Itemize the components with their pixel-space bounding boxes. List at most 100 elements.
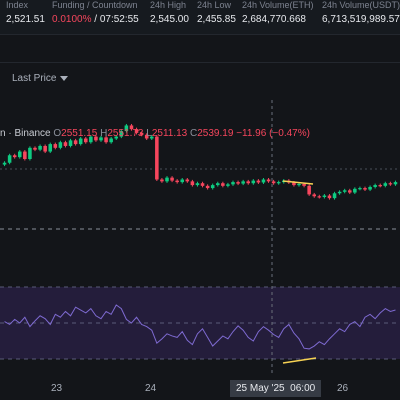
candle-body xyxy=(134,129,139,133)
candle-body xyxy=(368,186,372,190)
candle-body xyxy=(205,185,210,189)
candle-body xyxy=(388,183,393,185)
candle-body xyxy=(241,181,245,184)
high-value: 2,545.00 xyxy=(150,14,189,25)
change-value: −11.96 (−0.47%) xyxy=(236,128,310,139)
funding-countdown: / 07:52:55 xyxy=(91,14,139,25)
candle-body xyxy=(226,184,230,186)
candle-body xyxy=(89,136,93,143)
chart-toolbar: Last Price xyxy=(0,64,400,94)
candle-body xyxy=(276,182,281,184)
candle-body xyxy=(378,185,383,187)
candle-body xyxy=(83,138,88,143)
high-label: 24h High xyxy=(150,0,187,10)
open-key: O xyxy=(53,128,62,139)
candle-body xyxy=(99,137,103,141)
time-axis[interactable]: 23 24 25 May '25 06:00 26 xyxy=(0,376,400,400)
candle-body xyxy=(63,142,68,146)
candle-body xyxy=(292,182,296,186)
candle-body xyxy=(129,125,134,130)
candle-body xyxy=(246,181,251,184)
candle-body xyxy=(271,181,276,184)
candle-body xyxy=(266,179,271,182)
candle-body xyxy=(12,155,17,158)
crosshair-time-label: 25 May '25 06:00 xyxy=(230,380,322,397)
candle-body xyxy=(251,180,256,184)
candle-body xyxy=(190,181,195,186)
candle-body xyxy=(170,177,174,181)
candle-body xyxy=(297,183,301,186)
index-label: Index xyxy=(6,0,29,10)
crosshair-time: 06:00 xyxy=(290,383,316,394)
candle-body xyxy=(124,125,129,132)
candle-body xyxy=(109,138,113,143)
candle-body xyxy=(373,185,377,187)
low-key: L xyxy=(146,128,152,139)
volume-usdt-label: 24h Volume(USDT) xyxy=(322,0,400,10)
price-chart[interactable] xyxy=(0,0,400,376)
crosshair-date: 25 May '25 xyxy=(236,383,285,394)
candle-body xyxy=(23,151,27,159)
candle-body xyxy=(317,196,322,198)
candle-body xyxy=(363,188,367,190)
candle-body xyxy=(307,185,311,195)
low-label: 24h Low xyxy=(197,0,232,10)
candle-body xyxy=(73,140,78,145)
toolbar-divider xyxy=(0,62,400,63)
candle-body xyxy=(180,179,185,183)
candle-body xyxy=(104,137,108,143)
high-key: H xyxy=(100,128,108,139)
funding-label: Funding / Countdown xyxy=(52,0,138,10)
candle-body xyxy=(327,195,332,199)
candle-body xyxy=(185,179,190,182)
candle-body xyxy=(322,195,327,198)
candle-body xyxy=(231,182,235,185)
last-price-dropdown[interactable]: Last Price xyxy=(12,73,69,84)
candle-body xyxy=(165,177,169,182)
candle-body xyxy=(48,144,53,152)
symbol-label: n · Binance xyxy=(0,128,51,139)
candle-body xyxy=(236,182,240,184)
x-tick-26: 26 xyxy=(337,383,349,394)
candle-body xyxy=(155,136,159,180)
candle-body xyxy=(358,188,362,190)
candle-body xyxy=(2,162,7,165)
candle-body xyxy=(261,179,266,183)
last-price-label: Last Price xyxy=(12,73,57,84)
candle-body xyxy=(353,188,357,193)
close-key: C xyxy=(190,128,198,139)
low-value: 2,455.85 xyxy=(197,14,236,25)
candle-body xyxy=(342,190,347,192)
low-value-ohlc: 2511.13 xyxy=(151,128,188,139)
candle-body xyxy=(312,194,317,197)
candle-body xyxy=(43,145,47,152)
high-value-ohlc: 2551.73 xyxy=(107,128,144,139)
candle-body xyxy=(393,182,398,185)
candle-body xyxy=(160,179,164,182)
candle-body xyxy=(139,132,144,135)
candle-body xyxy=(78,138,83,145)
candle-body xyxy=(58,142,63,148)
funding-rate: 0.0100% xyxy=(52,14,92,25)
candle-body xyxy=(53,144,58,148)
candle-body xyxy=(17,151,22,158)
candle-body xyxy=(38,145,42,150)
candle-body xyxy=(256,180,261,183)
candle-body xyxy=(347,190,352,193)
close-value: 2539.19 xyxy=(197,128,234,139)
rsi-annotation-line xyxy=(282,357,317,364)
candles-group xyxy=(2,123,398,200)
candle-body xyxy=(7,155,12,163)
volume-eth-label: 24h Volume(ETH) xyxy=(242,0,314,10)
candle-body xyxy=(33,147,37,150)
candle-body xyxy=(195,183,200,186)
candle-body xyxy=(94,136,98,141)
candle-body xyxy=(149,136,154,139)
candle-body xyxy=(221,183,225,186)
candle-body xyxy=(68,140,73,146)
candle-body xyxy=(302,183,306,186)
candle-body xyxy=(337,191,342,194)
candle-body xyxy=(144,134,149,139)
candle-body xyxy=(175,180,179,183)
volume-eth-value: 2,684,770.668 xyxy=(242,14,306,25)
